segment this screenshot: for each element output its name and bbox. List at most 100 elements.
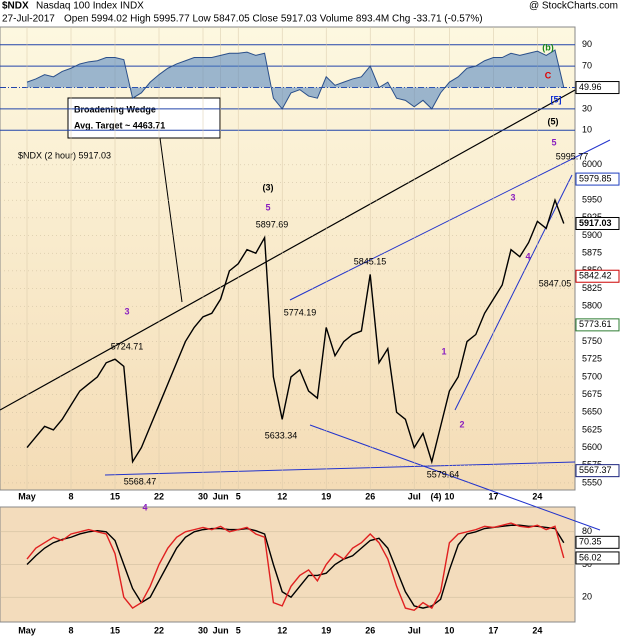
x-tick-label: Jun <box>213 491 229 501</box>
x-tick-label: 30 <box>198 625 208 635</box>
trend-lines <box>0 89 611 531</box>
x-tick-label: May <box>18 625 36 635</box>
credit: @ StockCharts.com <box>529 1 618 12</box>
series-line <box>26 524 565 609</box>
value-box-label: 5917.03 <box>579 218 612 228</box>
x-tick-label: 8 <box>68 625 73 635</box>
point-label: 5579.64 <box>427 469 460 479</box>
y-tick-label: 5700 <box>582 371 602 381</box>
wave-label: 4 <box>142 502 147 512</box>
x-tick-label: 8 <box>68 491 73 501</box>
x-tick-label: 5 <box>236 491 241 501</box>
y-tick-label: 5800 <box>582 301 602 311</box>
value-box <box>575 318 620 332</box>
x-tick-label: 12 <box>277 491 287 501</box>
x-tick-label: 10 <box>444 491 454 501</box>
wave-label: 3 <box>124 306 129 316</box>
wave-label: 1 <box>441 346 446 356</box>
point-label: 5897.69 <box>256 219 289 229</box>
value-box-label: 5842.42 <box>579 271 612 281</box>
x-tick-label: 19 <box>321 491 331 501</box>
y-tick-label: 10 <box>582 125 592 135</box>
y-tick-label: 5900 <box>582 230 602 240</box>
y-tick-label: 5725 <box>582 354 602 364</box>
point-label: 5845.15 <box>354 256 387 266</box>
value-box <box>575 172 620 186</box>
wave-label: 2 <box>459 419 464 429</box>
x-tick-label: 17 <box>488 625 498 635</box>
y-tick-label: 90 <box>582 39 592 49</box>
y-tick-label: 5600 <box>582 442 602 452</box>
x-tick-label: Jul <box>408 491 421 501</box>
wave-label: 5 <box>265 202 270 212</box>
symbol: $NDX <box>2 1 29 12</box>
y-tick-label: 5675 <box>582 389 602 399</box>
value-box-label: 5979.85 <box>579 173 612 183</box>
y-tick-label: 5825 <box>582 283 602 293</box>
point-label: 5995.77 <box>556 151 589 161</box>
y-tick-label: 5650 <box>582 407 602 417</box>
series-line <box>26 49 565 110</box>
x-tick-label: 22 <box>154 491 164 501</box>
value-box-label: 5567.37 <box>579 465 612 475</box>
y-tick-label: 5750 <box>582 336 602 346</box>
y-tick-label: 5950 <box>582 195 602 205</box>
point-label: 5847.05 <box>539 278 572 288</box>
value-box-label: 70.35 <box>579 537 602 547</box>
y-tick-label: 6000 <box>582 159 602 169</box>
x-tick-label: 12 <box>277 625 287 635</box>
value-box <box>575 81 620 95</box>
x-tick-label: 22 <box>154 625 164 635</box>
series-area <box>27 50 564 109</box>
value-box <box>575 269 620 283</box>
y-tick-label: 5550 <box>582 477 602 487</box>
value-box <box>575 464 620 478</box>
value-box-label: 5773.61 <box>579 319 612 329</box>
x-tick-label: 19 <box>321 625 331 635</box>
x-tick-label: 30 <box>198 491 208 501</box>
y-tick-label: 5625 <box>582 424 602 434</box>
value-box-label: 49.96 <box>579 82 602 92</box>
value-box-label: 56.02 <box>579 552 602 562</box>
callout-text: Avg. Target ~ 4463.71 <box>74 120 165 130</box>
wave-label: 5 <box>551 137 556 147</box>
wave-label: 4 <box>525 251 530 261</box>
legend-label: $NDX (2 hour) 5917.03 <box>18 150 111 160</box>
point-label: 5774.19 <box>284 307 317 317</box>
value-box <box>575 551 620 565</box>
point-label: 5633.34 <box>265 430 298 440</box>
x-tick-label: 10 <box>444 625 454 635</box>
point-label: 5568.47 <box>124 476 157 486</box>
wave-label: C <box>545 70 552 80</box>
x-tick-label: Jun <box>213 625 229 635</box>
x-tick-label: 17 <box>488 491 498 501</box>
x-tick-label: 24 <box>532 491 542 501</box>
wave-label: 3 <box>510 192 515 202</box>
y-tick-label: 30 <box>582 103 592 113</box>
quote: Open 5994.02 High 5995.77 Low 5847.05 Cl… <box>64 14 483 25</box>
x-tick-label: 15 <box>110 625 120 635</box>
wave-label: (4) <box>431 491 442 501</box>
x-tick-label: 5 <box>236 625 241 635</box>
wave-label: (b) <box>542 42 554 52</box>
wave-label: (5) <box>548 116 559 126</box>
y-tick-label: 70 <box>582 60 592 70</box>
index-name: Nasdaq 100 Index INDX <box>36 1 144 12</box>
point-label: 5724.71 <box>111 341 144 351</box>
value-box <box>575 535 620 549</box>
callout-box <box>67 97 221 139</box>
value-box <box>575 216 620 230</box>
wave-label: (3) <box>263 182 274 192</box>
x-tick-label: 26 <box>365 625 375 635</box>
series-line <box>26 522 565 612</box>
series-line <box>26 198 565 465</box>
y-tick-label: 5875 <box>582 248 602 258</box>
y-tick-label: 20 <box>582 592 592 602</box>
x-tick-label: May <box>18 491 36 501</box>
x-tick-label: 24 <box>532 625 542 635</box>
x-tick-label: 26 <box>365 491 375 501</box>
x-tick-label: 15 <box>110 491 120 501</box>
x-tick-label: Jul <box>408 625 421 635</box>
y-tick-label: 80 <box>582 526 592 536</box>
